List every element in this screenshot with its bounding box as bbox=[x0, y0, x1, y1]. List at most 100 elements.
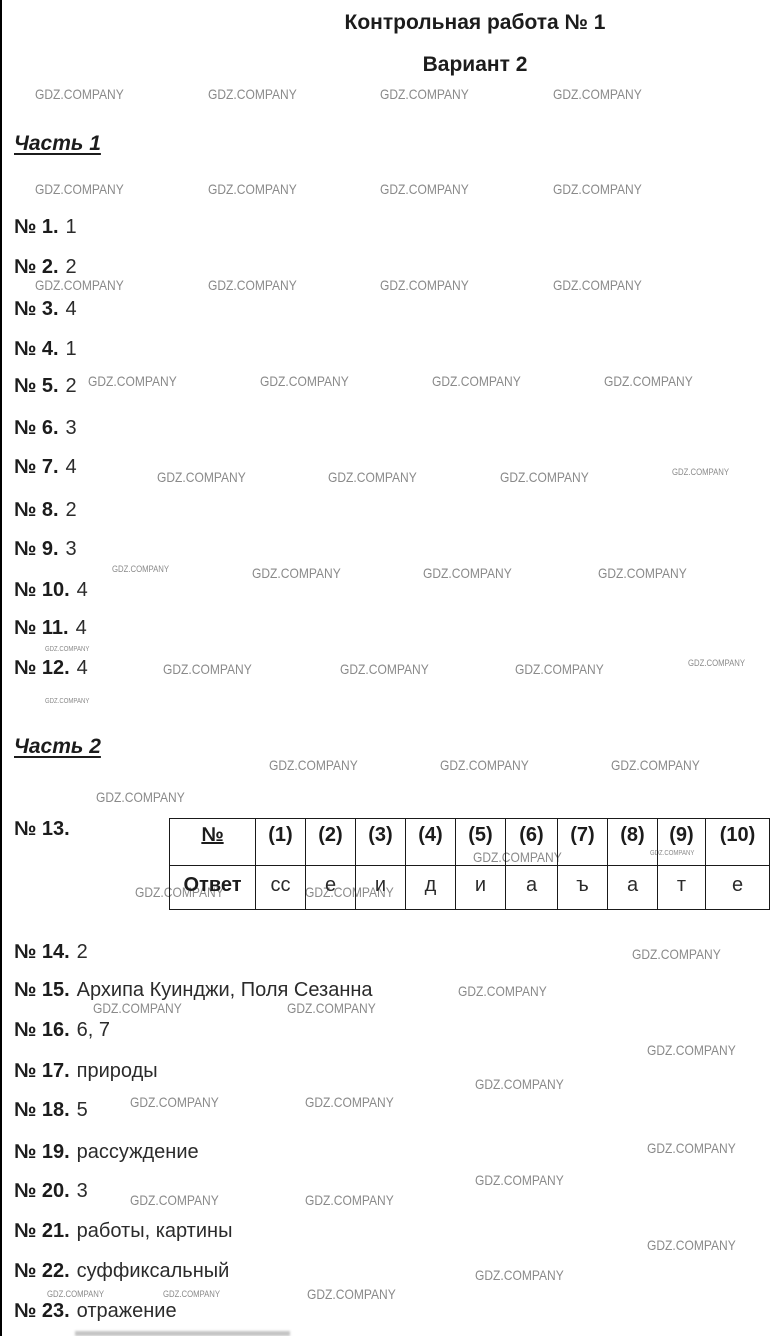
watermark-text: GDZ.COMPANY bbox=[305, 1094, 394, 1110]
table-answer-cell: д bbox=[405, 865, 456, 910]
answer-item: № 19. рассуждение bbox=[14, 1142, 199, 1163]
watermark-text: GDZ.COMPANY bbox=[423, 565, 512, 581]
item-number: № 6. bbox=[14, 417, 59, 439]
table-answer-cell: и bbox=[455, 865, 506, 910]
item-number: № 14. bbox=[14, 941, 70, 963]
watermark-text: GDZ.COMPANY bbox=[475, 1076, 564, 1092]
watermark-text: GDZ.COMPANY bbox=[35, 277, 124, 293]
table-header-cell: (3) bbox=[355, 818, 406, 866]
table-answer-cell: ъ bbox=[557, 865, 608, 910]
watermark-text: GDZ.COMPANY bbox=[112, 564, 170, 574]
answer-item: № 2. 2 bbox=[14, 257, 77, 278]
item-number: № 3. bbox=[14, 298, 59, 320]
item-answer: 3 bbox=[65, 417, 77, 439]
answer-item: № 4. 1 bbox=[14, 339, 77, 360]
table-answer-row: Ответ сс е и д и а ъ а т е bbox=[169, 865, 770, 910]
item-answer: 3 bbox=[65, 538, 77, 560]
item-answer: 4 bbox=[76, 579, 88, 601]
item-answer: 4 bbox=[76, 657, 88, 679]
item-number: № 21. bbox=[14, 1220, 70, 1242]
item-number: № 9. bbox=[14, 538, 59, 560]
watermark-text: GDZ.COMPANY bbox=[604, 373, 693, 389]
item-answer: 2 bbox=[65, 375, 77, 397]
watermark-text: GDZ.COMPANY bbox=[380, 86, 469, 102]
watermark-text: GDZ.COMPANY bbox=[647, 1140, 736, 1156]
answer-item: № 22. суффиксальный bbox=[14, 1261, 229, 1282]
item-number: № 22. bbox=[14, 1260, 70, 1282]
watermark-text: GDZ.COMPANY bbox=[208, 181, 297, 197]
page-title: Контрольная работа № 1 bbox=[344, 11, 606, 34]
answer-item: № 7. 4 bbox=[14, 457, 77, 478]
answer-item: № 18. 5 bbox=[14, 1100, 88, 1121]
watermark-text: GDZ.COMPANY bbox=[380, 277, 469, 293]
table-answer-cell: е bbox=[305, 865, 356, 910]
item-answer: 2 bbox=[76, 941, 88, 963]
table-header-cell: (8) bbox=[607, 818, 658, 866]
table-header-cell: (6) bbox=[505, 818, 558, 866]
watermark-text: GDZ.COMPANY bbox=[45, 698, 90, 705]
item-number: № 2. bbox=[14, 256, 59, 278]
table-header-row: № (1) (2) (3) (4) (5) (6) (7) (8) (9) (1… bbox=[169, 818, 770, 866]
watermark-text: GDZ.COMPANY bbox=[553, 181, 642, 197]
table-answer-cell: е bbox=[705, 865, 770, 910]
page-edge-line bbox=[0, 0, 2, 1336]
item-number: № 16. bbox=[14, 1019, 70, 1041]
answer-item: № 6. 3 bbox=[14, 418, 77, 439]
watermark-text: GDZ.COMPANY bbox=[35, 86, 124, 102]
watermark-text: GDZ.COMPANY bbox=[287, 1000, 376, 1016]
table-answer-cell: сс bbox=[255, 865, 306, 910]
watermark-text: GDZ.COMPANY bbox=[130, 1192, 219, 1208]
item-number: № 17. bbox=[14, 1060, 70, 1082]
item-number: № 23. bbox=[14, 1300, 70, 1322]
item-answer: 4 bbox=[75, 617, 87, 639]
item-answer: 4 bbox=[65, 456, 77, 478]
item-answer: рассуждение bbox=[76, 1141, 199, 1163]
watermark-text: GDZ.COMPANY bbox=[35, 181, 124, 197]
table-row-label: Ответ bbox=[169, 865, 256, 910]
item-number: № 7. bbox=[14, 456, 59, 478]
item-number: № 11. bbox=[14, 617, 69, 639]
watermark-text: GDZ.COMPANY bbox=[598, 565, 687, 581]
watermark-text: GDZ.COMPANY bbox=[208, 86, 297, 102]
watermark-text: GDZ.COMPANY bbox=[647, 1237, 736, 1253]
watermark-text: GDZ.COMPANY bbox=[252, 565, 341, 581]
item-answer: 3 bbox=[76, 1180, 88, 1202]
watermark-text: GDZ.COMPANY bbox=[553, 86, 642, 102]
table-header-cell: (5) bbox=[455, 818, 506, 866]
watermark-text: GDZ.COMPANY bbox=[88, 373, 177, 389]
watermark-text: GDZ.COMPANY bbox=[47, 1289, 105, 1299]
watermark-text: GDZ.COMPANY bbox=[647, 1042, 736, 1058]
table-corner-header: № bbox=[169, 818, 256, 866]
part2-heading: Часть 2 bbox=[14, 735, 101, 758]
answer-item: № 15. Архипа Куинджи, Поля Сезанна bbox=[14, 980, 373, 1001]
item-answer: 4 bbox=[65, 298, 77, 320]
table-header-cell: (4) bbox=[405, 818, 456, 866]
table-header-cell: (10) bbox=[705, 818, 770, 866]
item-answer: 1 bbox=[65, 338, 77, 360]
watermark-text: GDZ.COMPANY bbox=[157, 469, 246, 485]
answer-item: № 10. 4 bbox=[14, 580, 88, 601]
watermark-text: GDZ.COMPANY bbox=[553, 277, 642, 293]
item-number: № 1. bbox=[14, 216, 59, 238]
table-header-cell: (7) bbox=[557, 818, 608, 866]
item-answer: 5 bbox=[76, 1099, 88, 1121]
table-header-cell: (2) bbox=[305, 818, 356, 866]
item-answer: Архипа Куинджи, Поля Сезанна bbox=[76, 979, 373, 1001]
item-number: № 18. bbox=[14, 1099, 70, 1121]
answer-item: № 21. работы, картины bbox=[14, 1221, 232, 1242]
watermark-text: GDZ.COMPANY bbox=[305, 1192, 394, 1208]
table-answer-cell: т bbox=[657, 865, 706, 910]
item-answer: 1 bbox=[65, 216, 77, 238]
answer-item: № 16. 6, 7 bbox=[14, 1020, 110, 1041]
watermark-text: GDZ.COMPANY bbox=[432, 373, 521, 389]
answer-item: № 20. 3 bbox=[14, 1181, 88, 1202]
watermark-text: GDZ.COMPANY bbox=[500, 469, 589, 485]
item-answer: отражение bbox=[76, 1300, 177, 1322]
watermark-text: GDZ.COMPANY bbox=[260, 373, 349, 389]
q13-answer-table: № (1) (2) (3) (4) (5) (6) (7) (8) (9) (1… bbox=[169, 818, 770, 910]
item-number: № 10. bbox=[14, 579, 70, 601]
answer-item: № 8. 2 bbox=[14, 500, 77, 521]
item-number: № 19. bbox=[14, 1141, 70, 1163]
